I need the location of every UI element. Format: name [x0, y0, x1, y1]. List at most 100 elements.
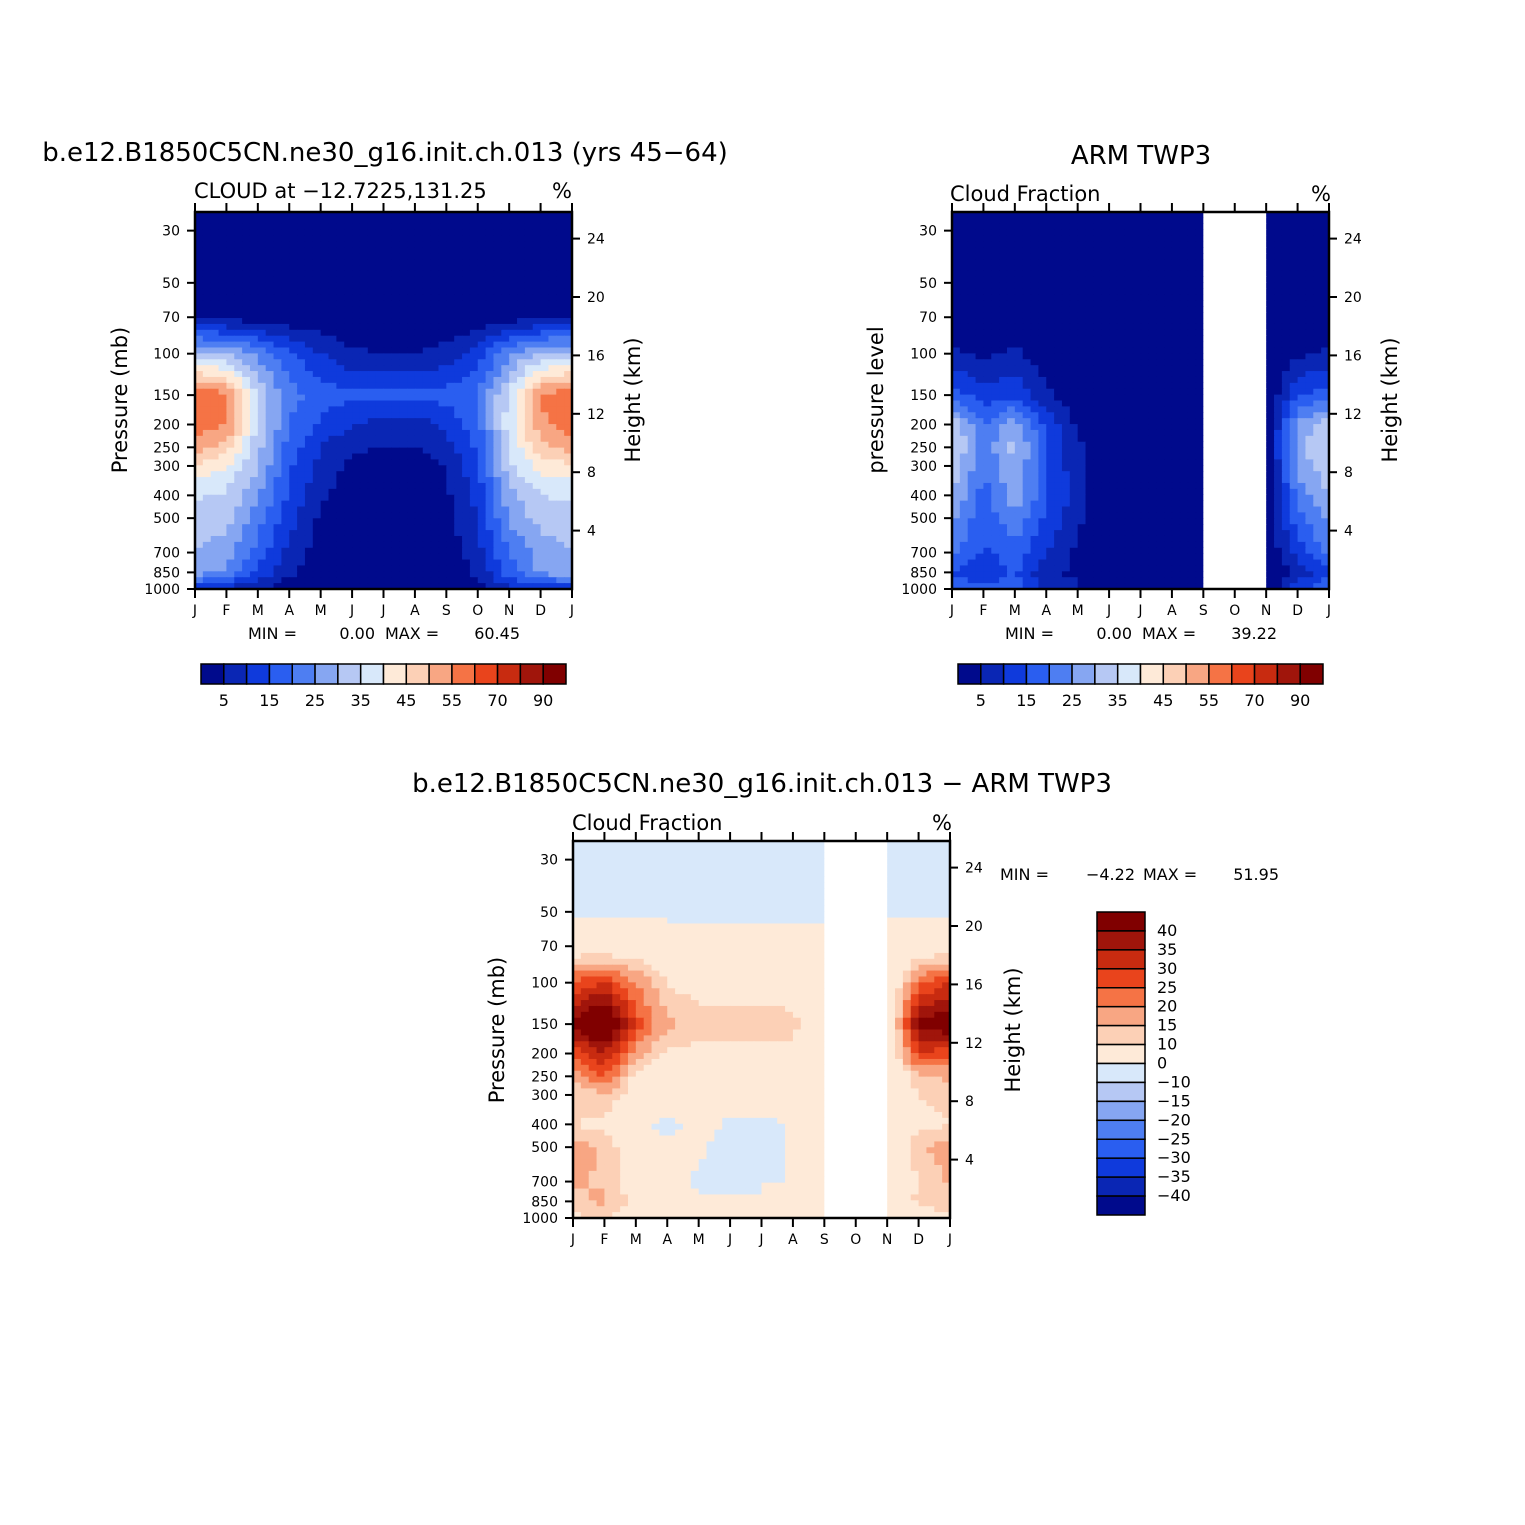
field-cell	[1187, 394, 1197, 402]
field-cell	[289, 318, 298, 325]
field-cell	[328, 282, 337, 290]
field-cell	[210, 241, 220, 248]
field-cell	[1093, 223, 1102, 231]
field-cell	[367, 217, 377, 225]
field-cell	[1030, 312, 1039, 319]
field-cell	[1266, 312, 1275, 319]
field-cell	[304, 312, 314, 319]
field-cell	[336, 482, 345, 490]
field-cell	[414, 524, 424, 531]
field-cell	[407, 300, 416, 307]
field-cell	[517, 406, 526, 413]
field-cell	[967, 253, 977, 260]
field-cell	[1321, 253, 1330, 260]
field-cell	[548, 306, 557, 313]
field-cell	[469, 471, 479, 478]
field-cell	[1038, 318, 1047, 325]
field-cell	[375, 447, 385, 455]
field-cell	[195, 530, 204, 537]
colorbar-box	[268, 663, 294, 685]
field-cell	[265, 459, 275, 466]
field-cell	[297, 353, 306, 360]
field-cell	[407, 312, 416, 319]
field-cell	[1195, 300, 1204, 307]
field-cell	[273, 524, 282, 531]
field-cell	[328, 571, 337, 578]
field-cell	[1226, 235, 1236, 243]
field-cell	[1054, 223, 1063, 231]
field-cell	[234, 306, 243, 313]
field-cell	[391, 465, 400, 472]
field-cell	[1109, 241, 1118, 248]
field-cell	[1156, 229, 1165, 237]
field-cell	[524, 229, 534, 237]
field-cell	[446, 435, 455, 443]
field-cell	[195, 282, 204, 290]
field-cell	[469, 294, 479, 301]
field-cell	[257, 288, 267, 296]
field-cell	[509, 312, 518, 319]
field-cell	[509, 447, 518, 455]
field-cell	[210, 553, 220, 561]
field-cell	[1179, 318, 1189, 325]
field-cell	[959, 406, 969, 413]
field-cell	[991, 406, 1000, 413]
field-cell	[375, 412, 385, 419]
field-cell	[469, 288, 479, 296]
field-cell	[1195, 259, 1204, 266]
field-cell	[1297, 306, 1307, 313]
field-cell	[359, 376, 369, 384]
field-cell	[469, 329, 479, 337]
field-cell	[485, 500, 495, 508]
field-cell	[1281, 359, 1291, 366]
colorbar-box	[519, 663, 544, 685]
field-cell	[257, 541, 267, 549]
field-cell	[1054, 270, 1063, 278]
field-cell	[509, 359, 518, 366]
field-cell	[367, 429, 377, 437]
field-cell	[399, 429, 408, 437]
field-cell	[297, 306, 306, 313]
field-cell	[1242, 217, 1252, 225]
field-cell	[1116, 412, 1126, 419]
field-cell	[375, 312, 385, 319]
field-cell	[1006, 412, 1016, 419]
field-cell	[257, 382, 267, 390]
field-cell	[1258, 412, 1267, 419]
field-cell	[1179, 335, 1189, 343]
field-cell	[1006, 288, 1016, 296]
field-cell	[328, 341, 337, 349]
field-cell	[1156, 329, 1165, 337]
panel-model-plot: J F M A M J J A S O N D J305070100150200250300400500…	[144, 203, 605, 619]
field-cell	[1234, 353, 1244, 360]
field-cell	[414, 465, 424, 472]
field-cell	[320, 488, 330, 496]
field-cell	[383, 288, 392, 296]
field-cell	[485, 394, 495, 402]
field-cell	[359, 217, 369, 225]
field-cell	[446, 400, 455, 407]
field-cell	[414, 530, 424, 537]
field-cell	[304, 382, 314, 390]
field-cell	[1022, 400, 1032, 407]
field-cell	[359, 282, 369, 290]
field-cell	[1093, 418, 1102, 425]
field-cell	[336, 382, 345, 390]
field-cell	[477, 212, 487, 219]
field-cell	[359, 288, 369, 296]
field-cell	[320, 506, 330, 514]
field-cell	[312, 494, 322, 502]
field-cell	[1140, 217, 1149, 225]
field-cell	[202, 424, 212, 431]
field-cell	[540, 294, 550, 301]
field-cell	[999, 259, 1008, 266]
field-cell	[1030, 394, 1039, 402]
field-cell	[462, 512, 471, 519]
field-cell	[320, 259, 330, 266]
field-cell	[1297, 382, 1307, 390]
field-cell	[1195, 223, 1204, 231]
field-cell	[249, 365, 259, 372]
field-cell	[1313, 235, 1322, 243]
field-cell	[1109, 217, 1118, 225]
field-cell	[210, 323, 220, 331]
